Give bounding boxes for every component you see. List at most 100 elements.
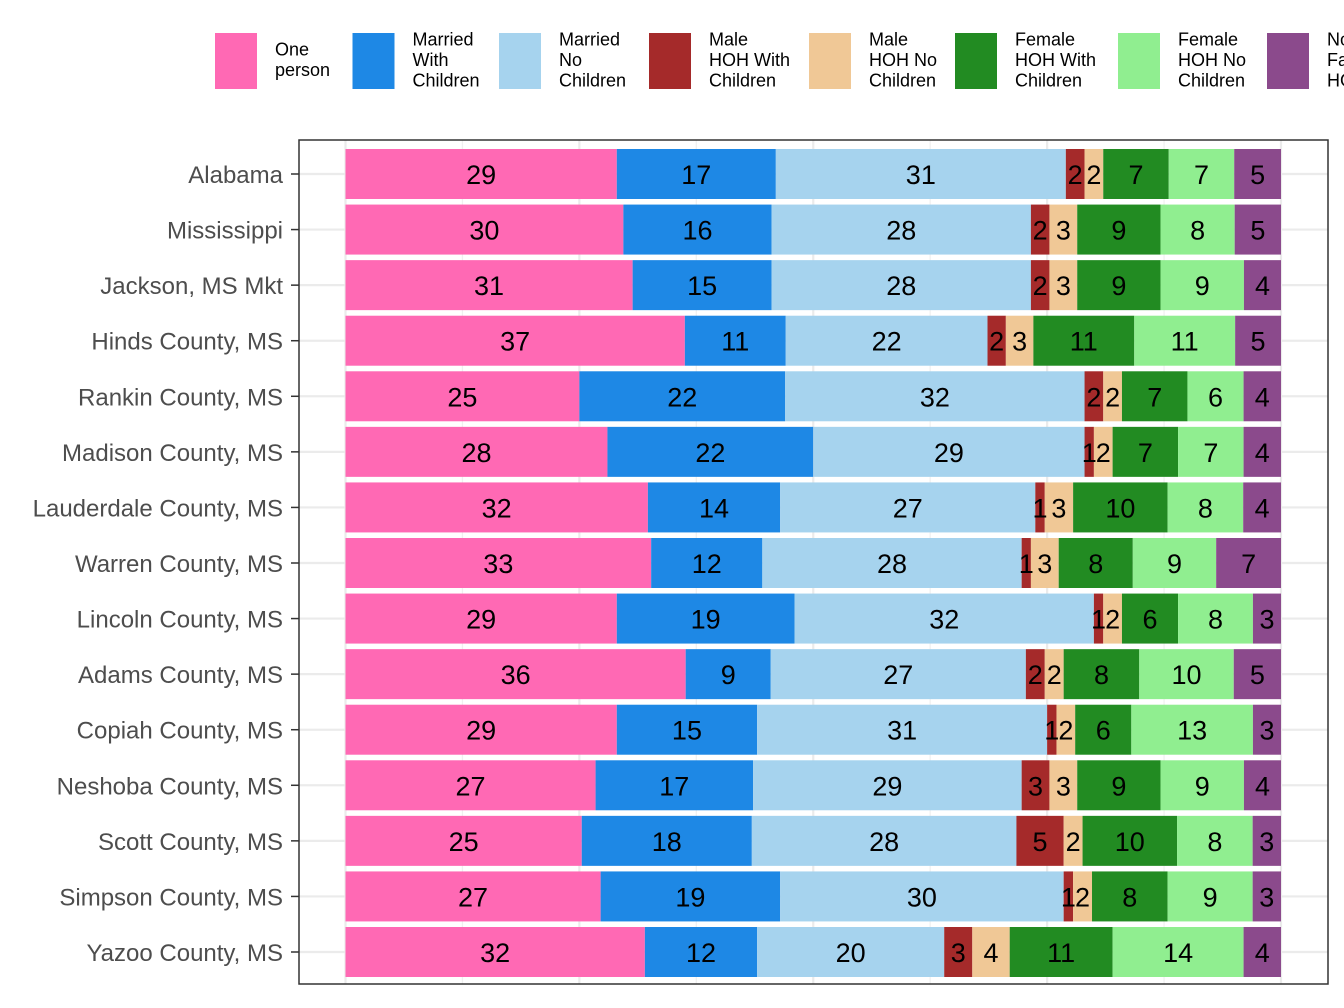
bar-segment bbox=[685, 649, 771, 700]
bar-segment bbox=[1234, 204, 1281, 255]
data-label: 15 bbox=[672, 716, 702, 746]
data-label: 16 bbox=[682, 216, 712, 246]
data-label: 2 bbox=[1033, 216, 1048, 246]
data-label: 3 bbox=[1259, 882, 1274, 912]
data-label: 2 bbox=[1096, 438, 1111, 468]
bar-segment bbox=[345, 760, 596, 811]
bar-segment bbox=[1167, 871, 1253, 922]
bar-segment bbox=[1035, 482, 1045, 533]
y-tick-label: Neshoba County, MS bbox=[57, 773, 283, 800]
bar-segment bbox=[1092, 871, 1168, 922]
bar-segment bbox=[1160, 760, 1244, 811]
bar-row bbox=[345, 149, 1281, 199]
legend-key bbox=[955, 33, 997, 89]
bar-segment bbox=[579, 371, 786, 422]
bar-row bbox=[345, 649, 1281, 700]
legend: One person Married With Children Married No Chi… bbox=[215, 29, 1344, 90]
y-tick-label: Warren County, MS bbox=[75, 551, 283, 578]
data-label: 28 bbox=[461, 438, 491, 468]
data-label: 27 bbox=[883, 660, 913, 690]
bar-segment bbox=[1112, 426, 1179, 477]
bar-segment bbox=[813, 426, 1085, 477]
data-label: 3 bbox=[1056, 271, 1071, 301]
bar-segment bbox=[1187, 371, 1244, 422]
y-tick-label: Lauderdale County, MS bbox=[33, 495, 283, 522]
bar-segment bbox=[607, 426, 814, 477]
bar-segment bbox=[1252, 815, 1281, 866]
data-label: 25 bbox=[447, 382, 477, 412]
bar-segment bbox=[1077, 260, 1161, 311]
bar-segment bbox=[345, 593, 617, 644]
bar-segment bbox=[1009, 927, 1113, 977]
data-label: 25 bbox=[449, 827, 479, 857]
data-label: 28 bbox=[869, 827, 899, 857]
bar-segment bbox=[1134, 315, 1236, 366]
bar-segment bbox=[1132, 538, 1217, 588]
data-label: 10 bbox=[1115, 827, 1145, 857]
data-label: 8 bbox=[1094, 660, 1109, 690]
bar-segment bbox=[1077, 204, 1161, 255]
data-label: 9 bbox=[1203, 882, 1218, 912]
legend-key bbox=[352, 33, 395, 89]
bar-segment bbox=[1030, 538, 1059, 588]
data-label: 8 bbox=[1207, 827, 1222, 857]
bar-segment bbox=[1049, 260, 1078, 311]
bar-segment bbox=[1056, 704, 1076, 755]
data-label: 8 bbox=[1088, 549, 1103, 579]
legend-item: Married With Children bbox=[352, 29, 480, 90]
data-label: 9 bbox=[1195, 771, 1210, 801]
bar-segment bbox=[1044, 649, 1064, 700]
data-label: 10 bbox=[1171, 660, 1201, 690]
data-label: 29 bbox=[466, 160, 496, 190]
data-label: 32 bbox=[929, 605, 959, 635]
bar-segment bbox=[345, 426, 608, 477]
bar-segment bbox=[771, 204, 1031, 255]
data-label: 14 bbox=[1163, 938, 1193, 968]
bar-segment bbox=[1121, 593, 1179, 644]
bar-segment bbox=[1103, 371, 1122, 422]
bar-segment bbox=[1049, 204, 1078, 255]
legend-item: Married No Children bbox=[499, 29, 626, 90]
data-label: 8 bbox=[1190, 216, 1205, 246]
data-label: 17 bbox=[659, 771, 689, 801]
bar-row bbox=[345, 871, 1281, 922]
bar-segment bbox=[651, 538, 763, 588]
bar-segment bbox=[1131, 704, 1253, 755]
data-label: 9 bbox=[1111, 771, 1126, 801]
bar-segment bbox=[1093, 426, 1113, 477]
data-label: 5 bbox=[1033, 827, 1048, 857]
data-label: 3 bbox=[1051, 493, 1066, 523]
bar-segment bbox=[647, 482, 781, 533]
y-tick-label: Alabama bbox=[188, 162, 283, 189]
bar-segment bbox=[1177, 815, 1253, 866]
bar-row bbox=[345, 593, 1281, 644]
legend-item: Male HOH No Children bbox=[809, 29, 937, 90]
bar-segment bbox=[1252, 871, 1281, 922]
data-label: 3 bbox=[951, 938, 966, 968]
bar-segment bbox=[1030, 204, 1050, 255]
data-label: 4 bbox=[1255, 271, 1270, 301]
data-label: 28 bbox=[877, 549, 907, 579]
data-label: 17 bbox=[681, 160, 711, 190]
bar-segment bbox=[1252, 593, 1281, 644]
bar-segment bbox=[1030, 260, 1050, 311]
y-tick-label: Yazoo County, MS bbox=[86, 940, 283, 967]
data-label: 3 bbox=[1259, 605, 1274, 635]
bar-segment bbox=[632, 260, 772, 311]
bar-segment bbox=[762, 538, 1022, 588]
data-label: 33 bbox=[483, 549, 513, 579]
bar-segment bbox=[1063, 815, 1083, 866]
bar-segment bbox=[581, 815, 752, 866]
bar-segment bbox=[345, 871, 601, 922]
data-label: 9 bbox=[1167, 549, 1182, 579]
bar-segment bbox=[771, 260, 1031, 311]
data-label: 29 bbox=[466, 605, 496, 635]
data-label: 14 bbox=[699, 493, 729, 523]
data-label: 28 bbox=[886, 271, 916, 301]
bar-segment bbox=[345, 315, 685, 366]
legend-label: One person bbox=[275, 40, 330, 81]
bar-segment bbox=[345, 927, 645, 977]
bar-segment bbox=[616, 149, 776, 199]
data-label: 7 bbox=[1128, 160, 1143, 190]
data-label: 2 bbox=[1058, 716, 1073, 746]
